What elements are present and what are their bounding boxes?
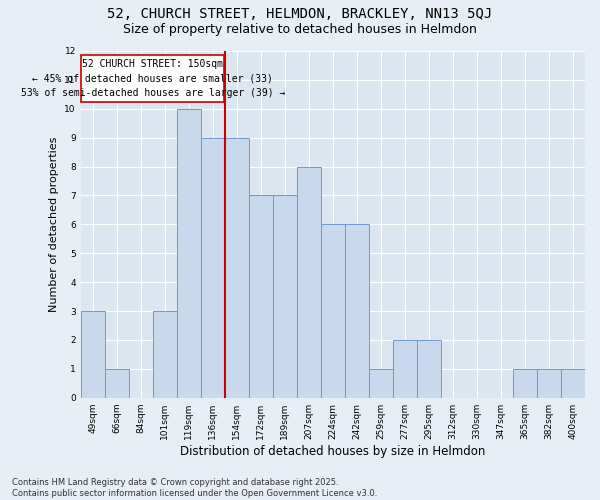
Bar <box>345 224 369 398</box>
Text: Size of property relative to detached houses in Helmdon: Size of property relative to detached ho… <box>123 22 477 36</box>
Text: 52, CHURCH STREET, HELMDON, BRACKLEY, NN13 5QJ: 52, CHURCH STREET, HELMDON, BRACKLEY, NN… <box>107 8 493 22</box>
Bar <box>321 224 345 398</box>
Bar <box>561 369 585 398</box>
Text: 52 CHURCH STREET: 150sqm
← 45% of detached houses are smaller (33)
53% of semi-d: 52 CHURCH STREET: 150sqm ← 45% of detach… <box>20 58 285 98</box>
Bar <box>81 311 105 398</box>
Bar <box>225 138 249 398</box>
Bar <box>177 109 201 398</box>
Bar <box>393 340 417 398</box>
Bar <box>153 311 177 398</box>
Bar <box>537 369 561 398</box>
Bar <box>201 138 225 398</box>
Bar <box>417 340 441 398</box>
Bar <box>297 166 321 398</box>
FancyBboxPatch shape <box>81 56 224 102</box>
Bar <box>273 196 297 398</box>
Text: Contains HM Land Registry data © Crown copyright and database right 2025.
Contai: Contains HM Land Registry data © Crown c… <box>12 478 377 498</box>
Bar <box>105 369 129 398</box>
X-axis label: Distribution of detached houses by size in Helmdon: Distribution of detached houses by size … <box>180 444 485 458</box>
Bar <box>513 369 537 398</box>
Bar <box>369 369 393 398</box>
Y-axis label: Number of detached properties: Number of detached properties <box>49 136 59 312</box>
Bar <box>249 196 273 398</box>
